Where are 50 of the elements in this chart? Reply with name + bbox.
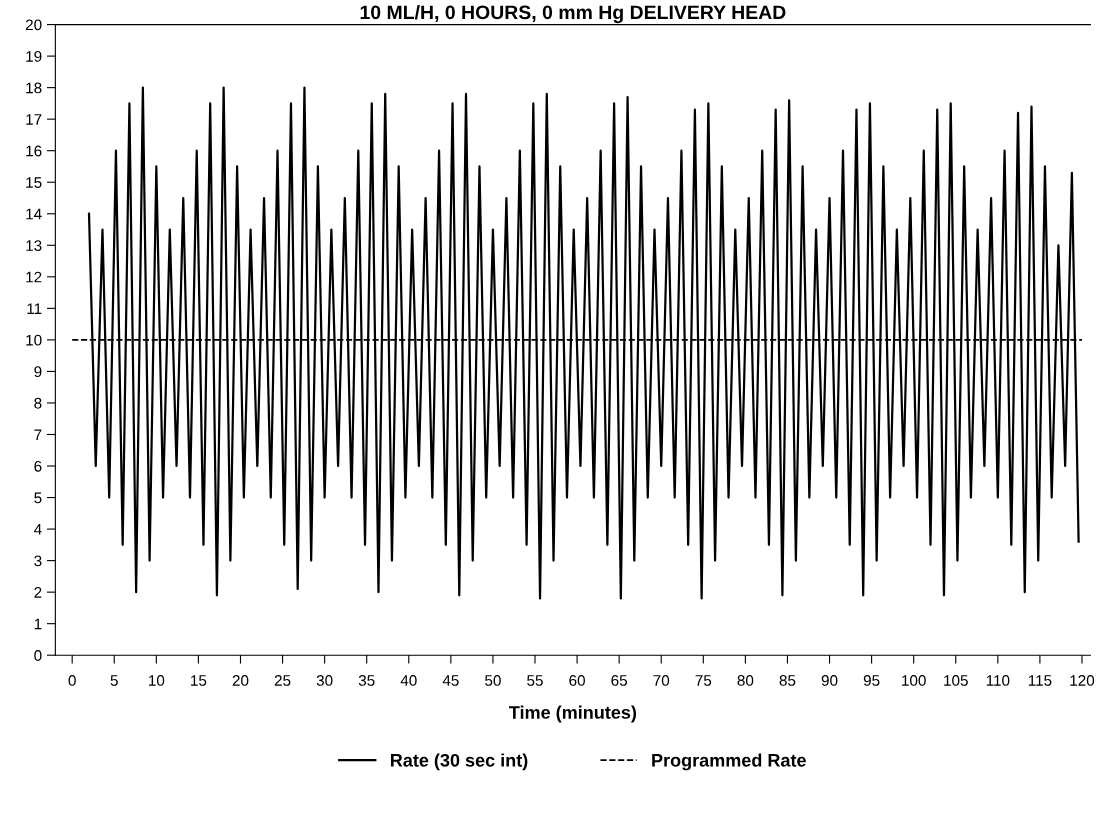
x-tick-label: 110: [986, 675, 1010, 686]
x-tick-label: 5: [110, 675, 118, 686]
y-tick-label: 5: [34, 492, 42, 504]
x-tick-label: 70: [653, 675, 670, 686]
x-tick-label: 35: [358, 675, 375, 686]
y-tick-label: 13: [26, 240, 42, 251]
y-tick-label: 3: [34, 555, 42, 567]
legend-label: Programmed Rate: [652, 753, 806, 771]
x-tick-label: 65: [611, 675, 628, 686]
y-tick-label: 14: [26, 208, 42, 220]
x-tick-label: 105: [944, 675, 968, 686]
x-tick-label: 95: [863, 675, 880, 686]
x-tick-label: 25: [274, 675, 291, 686]
y-tick-label: 16: [26, 145, 42, 157]
y-tick-label: 4: [34, 524, 42, 535]
y-tick-label: 20: [25, 19, 42, 31]
y-tick-label: 11: [27, 303, 42, 314]
y-tick-label: 1: [34, 618, 42, 630]
x-tick-label: 15: [191, 675, 207, 686]
y-tick-label: 8: [34, 397, 42, 409]
y-tick-label: 19: [26, 50, 42, 62]
y-tick-label: 17: [26, 114, 42, 125]
x-tick-label: 90: [821, 675, 838, 686]
y-tick-label: 7: [34, 429, 42, 441]
x-tick-label: 85: [779, 675, 796, 686]
x-tick-label: 40: [400, 675, 417, 686]
y-tick-label: 9: [34, 366, 42, 378]
y-tick-label: 15: [26, 177, 42, 188]
x-tick-label: 100: [902, 675, 926, 686]
y-tick-label: 10: [26, 334, 42, 346]
x-tick-label: 115: [1028, 675, 1052, 686]
y-tick-label: 18: [26, 82, 42, 94]
y-tick-label: 2: [34, 587, 42, 598]
x-tick-label: 45: [442, 675, 459, 686]
x-tick-label: 0: [68, 675, 76, 686]
legend-label: Rate (30 sec int): [390, 753, 528, 771]
chart-title: 10 ML/H, 0 HOURS, 0 mm Hg DELIVERY HEAD: [360, 4, 786, 24]
x-tick-label: 30: [316, 675, 333, 686]
y-tick-label: 0: [34, 650, 42, 661]
y-tick-label: 12: [26, 271, 42, 283]
x-tick-label: 50: [485, 675, 501, 686]
x-tick-label: 60: [569, 675, 585, 686]
x-tick-label: 10: [149, 675, 165, 686]
x-tick-label: 20: [232, 675, 249, 686]
x-tick-label: 80: [737, 675, 754, 686]
x-tick-label: 120: [1070, 675, 1095, 686]
x-tick-label: 75: [695, 675, 712, 686]
y-tick-label: 6: [34, 460, 42, 472]
x-axis-title: Time (minutes): [509, 705, 637, 723]
x-tick-label: 55: [527, 675, 543, 686]
